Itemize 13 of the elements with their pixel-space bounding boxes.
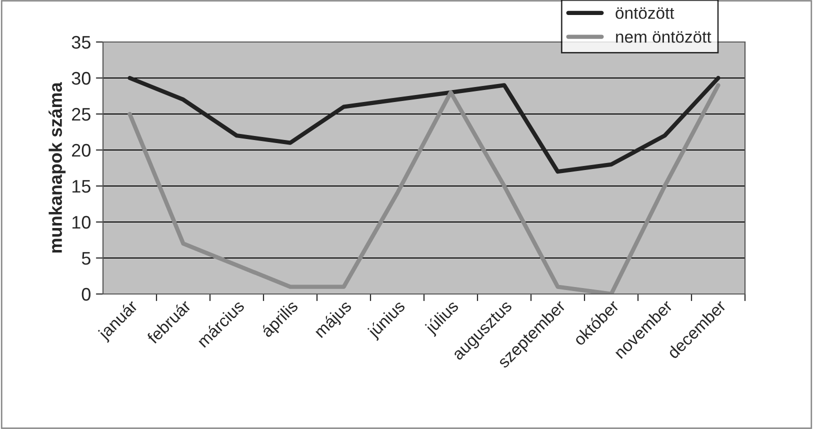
y-tick-label: 30 — [72, 72, 90, 85]
y-tick-label: 5 — [82, 252, 90, 265]
line-series — [128, 83, 720, 294]
y-tick-label: 15 — [72, 180, 90, 193]
y-tick-label: 25 — [72, 108, 90, 121]
y-tick-label: 10 — [72, 216, 90, 229]
y-axis-title: munkanapok száma — [48, 82, 66, 253]
y-tick-label: 20 — [72, 144, 90, 157]
legend-label: nem öntözött — [616, 31, 712, 43]
y-tick-label: 35 — [72, 36, 90, 49]
legend-label: öntözött — [616, 7, 674, 19]
line-series — [128, 76, 720, 174]
y-tick-label: 0 — [82, 288, 90, 301]
